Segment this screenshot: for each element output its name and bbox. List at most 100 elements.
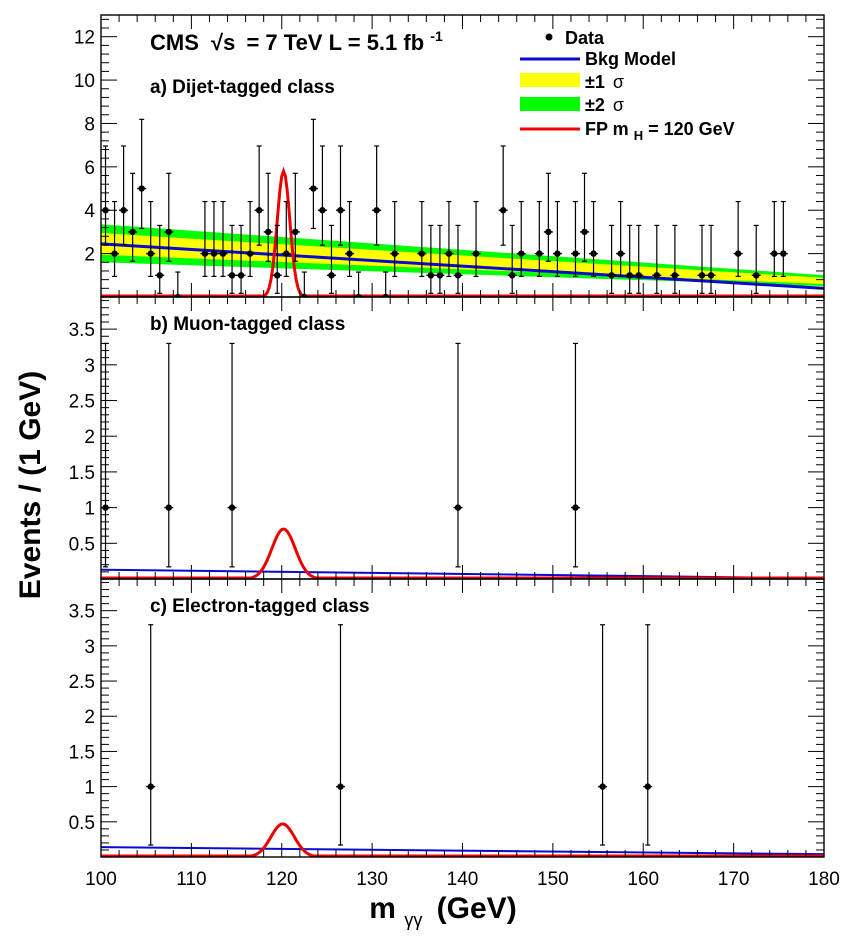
data-marker xyxy=(346,250,352,256)
data-point xyxy=(652,225,661,293)
data-point xyxy=(734,202,743,277)
data-point xyxy=(707,225,716,293)
data-point xyxy=(670,225,679,293)
data-point xyxy=(580,173,589,261)
data-point xyxy=(228,343,237,566)
data-marker xyxy=(780,250,786,256)
x-tick-label: 100 xyxy=(85,869,117,890)
data-marker xyxy=(247,250,253,256)
x-tick-label: 150 xyxy=(537,869,569,890)
data-marker xyxy=(645,783,651,789)
data-marker xyxy=(500,207,506,213)
y-tick-label: 0.5 xyxy=(69,534,95,555)
y-tick-label: 1 xyxy=(84,499,95,520)
data-marker xyxy=(455,272,461,278)
data-marker xyxy=(256,207,262,213)
data-marker xyxy=(265,229,271,235)
y-tick-label: 2.5 xyxy=(69,392,95,413)
data-marker xyxy=(608,272,614,278)
y-tick-label: 3 xyxy=(84,637,95,658)
y-tick-label: 3 xyxy=(84,356,95,377)
data-point xyxy=(499,146,508,245)
data-marker xyxy=(292,229,298,235)
legend-two-sigma-label: ±2 σ xyxy=(585,95,624,115)
data-marker xyxy=(509,272,515,278)
data-marker xyxy=(572,250,578,256)
one-sigma-band xyxy=(101,233,824,284)
plot-area xyxy=(101,343,824,578)
data-marker xyxy=(518,250,524,256)
y-tick-label: 6 xyxy=(84,158,95,179)
data-point xyxy=(255,146,264,245)
y-axis-label: Events / (1 GeV) xyxy=(14,371,47,599)
data-marker xyxy=(428,272,434,278)
data-marker xyxy=(157,272,163,278)
data-marker xyxy=(617,250,623,256)
data-marker xyxy=(373,207,379,213)
data-marker xyxy=(536,250,542,256)
panel-title-muon: b) Muon-tagged class xyxy=(150,314,345,335)
x-axis-label: m γγ (GeV) xyxy=(369,892,516,933)
legend-data-label: Data xyxy=(565,28,605,48)
legend-one-sigma-label: ±1 σ xyxy=(585,72,624,92)
y-tick-label: 2 xyxy=(84,245,95,266)
y-tick-label: 4 xyxy=(84,201,95,222)
data-marker xyxy=(581,229,587,235)
x-tick-label: 170 xyxy=(718,869,750,890)
data-point xyxy=(372,146,381,245)
data-point xyxy=(770,202,779,277)
data-marker xyxy=(202,250,208,256)
data-marker xyxy=(148,250,154,256)
y-tick-label: 3.5 xyxy=(69,602,95,623)
data-point xyxy=(336,625,345,845)
data-marker xyxy=(636,272,642,278)
data-marker xyxy=(166,504,172,510)
data-marker xyxy=(419,250,425,256)
data-marker xyxy=(211,250,217,256)
panel-electron: 0.5 1 1.5 2 2.5 3 3.5 100 110 120 130 140 150 160 170 1… xyxy=(69,579,840,890)
data-marker xyxy=(274,272,280,278)
y-tick-label: 1 xyxy=(84,778,95,799)
cms-label: CMS √s = 7 TeV L = 5.1 fb -1 xyxy=(150,28,443,55)
data-marker xyxy=(735,250,741,256)
plot-area xyxy=(101,119,824,300)
data-point xyxy=(598,625,607,845)
data-point xyxy=(137,119,146,228)
y-tick-label: 2.5 xyxy=(69,672,95,693)
data-marker xyxy=(337,783,343,789)
data-marker xyxy=(455,504,461,510)
data-marker xyxy=(229,504,235,510)
data-point xyxy=(634,225,643,293)
data-marker xyxy=(392,250,398,256)
data-marker xyxy=(238,272,244,278)
y-tick-label: 12 xyxy=(74,28,95,49)
data-point xyxy=(309,119,318,228)
x-tick-label: 140 xyxy=(447,869,479,890)
data-marker xyxy=(473,250,479,256)
data-marker xyxy=(310,185,316,191)
data-point xyxy=(453,343,462,566)
data-point xyxy=(146,625,155,845)
data-marker xyxy=(771,250,777,256)
y-tick-label: 1.5 xyxy=(69,463,95,484)
data-marker xyxy=(148,783,154,789)
y-tick-label: 0.5 xyxy=(69,813,95,834)
data-marker xyxy=(328,272,334,278)
data-marker xyxy=(626,272,632,278)
data-marker xyxy=(708,272,714,278)
panel-muon: 0.511.522.533.5 xyxy=(69,297,824,579)
data-point xyxy=(101,343,110,566)
y-tick-label: 1.5 xyxy=(69,742,95,763)
panel-title-dijet: a) Dijet-tagged class xyxy=(150,77,335,98)
data-marker xyxy=(129,229,135,235)
data-marker xyxy=(599,783,605,789)
x-tick-label: 160 xyxy=(627,869,659,890)
data-point xyxy=(607,225,616,293)
data-marker xyxy=(590,250,596,256)
y-tick-label: 2 xyxy=(84,707,95,728)
data-point xyxy=(643,625,652,845)
data-marker xyxy=(437,272,443,278)
data-marker xyxy=(337,207,343,213)
data-point xyxy=(697,225,706,293)
